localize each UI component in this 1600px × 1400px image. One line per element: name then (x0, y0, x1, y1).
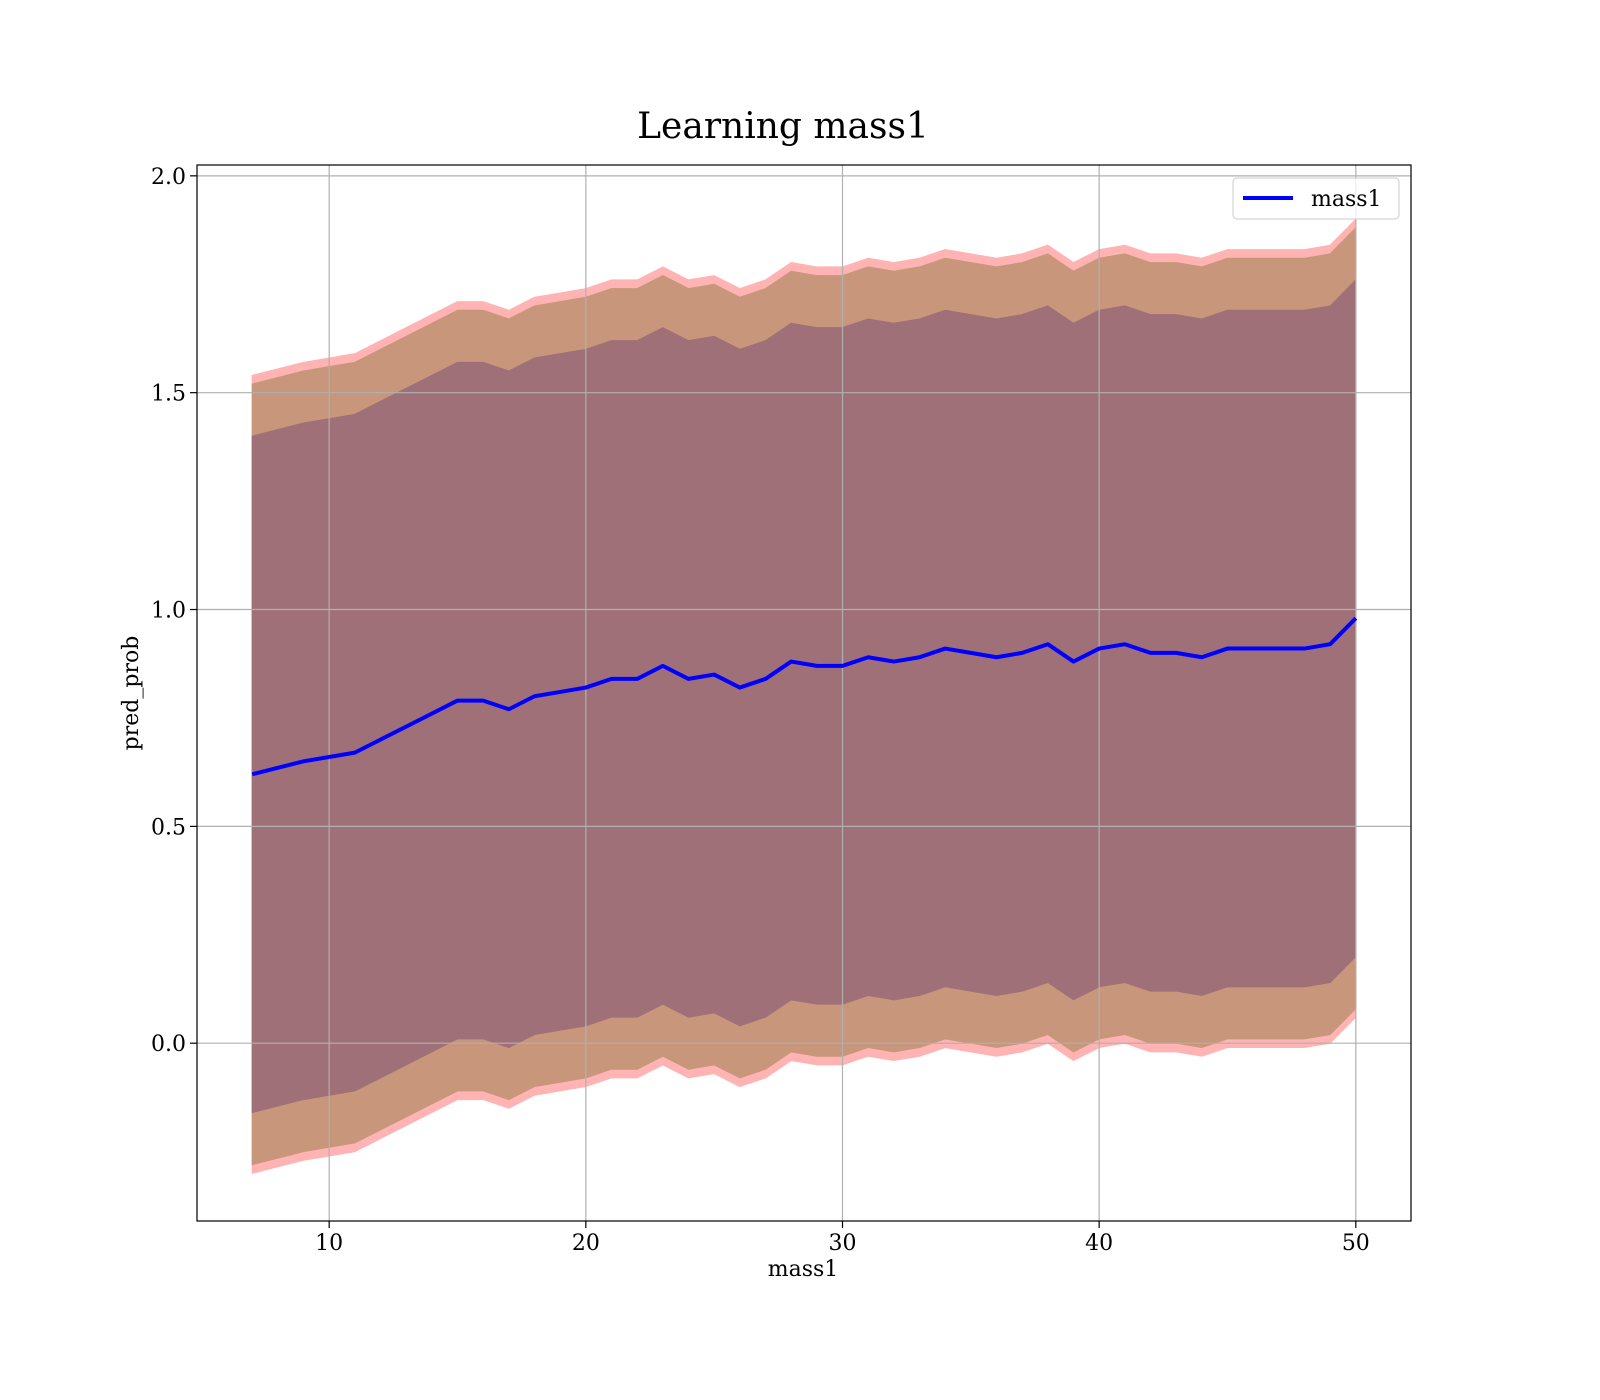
x-tick-label: 30 (828, 1231, 856, 1256)
y-tick-label: 1.0 (151, 599, 186, 624)
x-tick-label: 40 (1085, 1231, 1113, 1256)
y-tick-label: 0.0 (151, 1032, 186, 1057)
legend-box (1232, 177, 1400, 220)
y-axis-label: pred_prob (119, 636, 144, 751)
x-tick-label: 10 (315, 1231, 343, 1256)
x-axis-label: mass1 (768, 1257, 839, 1282)
data-line (251, 616, 1358, 777)
legend-label: mass1 (1311, 187, 1382, 212)
x-tick-label: 50 (1342, 1231, 1370, 1256)
y-tick-label: 0.5 (151, 815, 186, 840)
plot-frame (196, 164, 1412, 1222)
y-tick-label: 1.5 (151, 382, 186, 407)
y-tick-label: 2.0 (151, 165, 186, 190)
x-tick-label: 20 (572, 1231, 600, 1256)
confidence-band (251, 278, 1357, 1114)
chart-title: Learning mass1 (637, 106, 929, 147)
